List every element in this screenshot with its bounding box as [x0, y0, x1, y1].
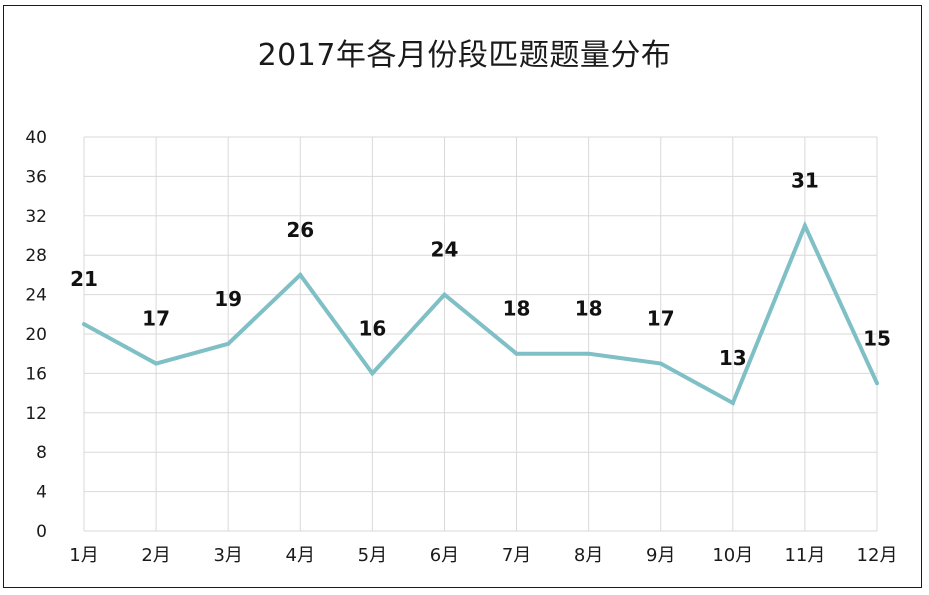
data-label: 15	[863, 326, 891, 350]
x-axis: 1月 2月 3月 4月 5月 6月 7月 8月 9月 10月 11月 12月	[69, 545, 897, 566]
data-label: 24	[431, 238, 459, 262]
y-tick-label: 4	[36, 483, 47, 503]
y-tick-label: 16	[25, 364, 47, 384]
data-point	[802, 223, 807, 228]
data-point	[226, 341, 231, 346]
x-tick-label: 4月	[286, 545, 315, 566]
x-tick-label: 2月	[141, 545, 170, 566]
y-tick-label: 36	[25, 167, 47, 187]
y-tick-label: 20	[25, 325, 47, 345]
data-point	[730, 400, 735, 405]
data-point	[514, 351, 519, 356]
data-point	[370, 371, 375, 376]
data-label: 31	[791, 169, 819, 193]
x-tick-label: 1月	[69, 545, 98, 566]
data-label: 18	[575, 297, 603, 321]
data-label: 17	[647, 307, 675, 331]
data-point	[586, 351, 591, 356]
data-point	[82, 322, 86, 327]
data-label: 26	[286, 218, 314, 242]
series-layer	[82, 220, 879, 406]
y-tick-label: 12	[25, 404, 47, 424]
data-point	[298, 272, 303, 277]
data-point	[658, 361, 663, 366]
y-axis: 0 4 8 12 16 20 24 28 32 36 40	[25, 128, 47, 542]
y-tick-label: 8	[36, 443, 47, 463]
data-label: 19	[214, 287, 242, 311]
y-tick-label: 28	[25, 246, 47, 266]
data-label: 17	[142, 307, 170, 331]
data-label: 21	[70, 267, 98, 291]
data-point	[442, 292, 447, 297]
y-tick-label: 32	[25, 207, 47, 227]
data-point	[154, 361, 159, 366]
grid-layer	[83, 136, 878, 532]
chart-title: 2017年各月份段匹题题量分布	[257, 38, 672, 73]
y-tick-label: 24	[25, 286, 47, 306]
x-tick-label: 11月	[784, 545, 825, 566]
data-label: 16	[358, 316, 386, 340]
x-tick-label: 12月	[857, 545, 898, 566]
data-label: 18	[503, 297, 531, 321]
data-label-layer: 21 17 19 26 16 24 18 18 17 13 31 15	[70, 169, 891, 370]
data-point	[875, 381, 879, 386]
x-tick-label: 9月	[646, 545, 675, 566]
x-tick-label: 7月	[502, 545, 531, 566]
x-tick-label: 3月	[213, 545, 242, 566]
x-tick-label: 5月	[358, 545, 387, 566]
x-tick-label: 10月	[712, 545, 753, 566]
y-tick-label: 40	[25, 128, 47, 148]
x-tick-label: 6月	[430, 545, 459, 566]
series-line	[83, 220, 879, 406]
x-tick-label: 8月	[574, 545, 603, 566]
data-label: 13	[719, 346, 747, 370]
y-tick-label: 0	[36, 522, 47, 542]
